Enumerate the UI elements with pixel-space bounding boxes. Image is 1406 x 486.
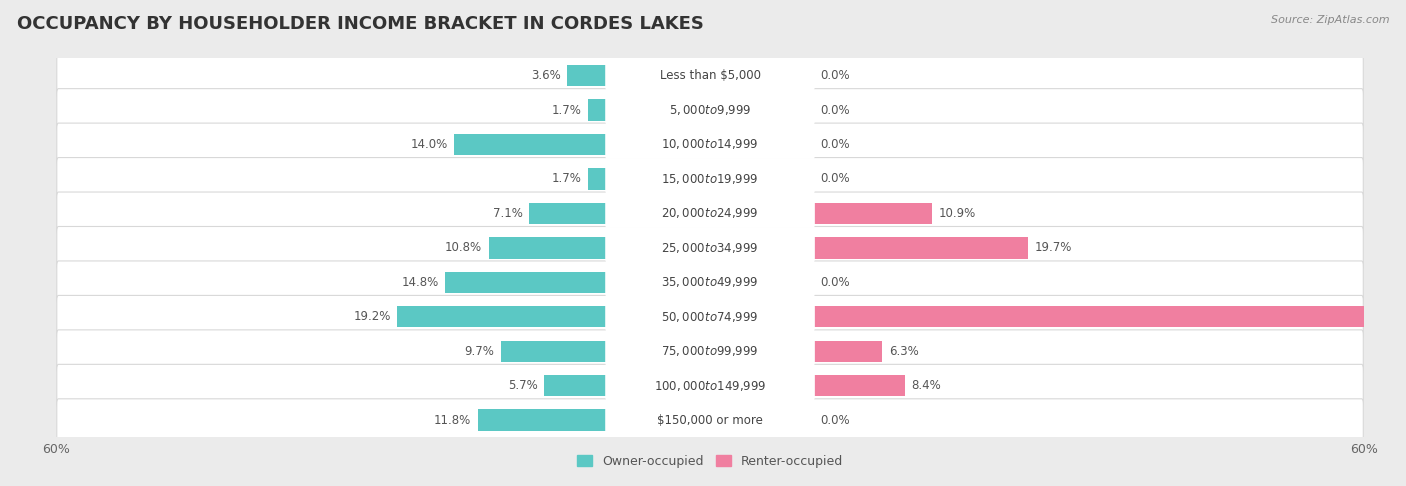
Text: $75,000 to $99,999: $75,000 to $99,999 [661, 344, 759, 358]
Text: Less than $5,000: Less than $5,000 [659, 69, 761, 82]
Text: Source: ZipAtlas.com: Source: ZipAtlas.com [1271, 15, 1389, 25]
Text: 1.7%: 1.7% [551, 173, 582, 186]
Text: 3.6%: 3.6% [531, 69, 561, 82]
Text: 19.2%: 19.2% [353, 310, 391, 323]
FancyBboxPatch shape [605, 233, 815, 262]
Text: 14.0%: 14.0% [411, 138, 447, 151]
Bar [529, 203, 606, 224]
Text: 11.8%: 11.8% [434, 414, 471, 427]
FancyBboxPatch shape [605, 406, 815, 434]
Text: 0.0%: 0.0% [820, 69, 849, 82]
Text: OCCUPANCY BY HOUSEHOLDER INCOME BRACKET IN CORDES LAKES: OCCUPANCY BY HOUSEHOLDER INCOME BRACKET … [17, 15, 704, 33]
Bar [814, 341, 882, 362]
Text: $25,000 to $34,999: $25,000 to $34,999 [661, 241, 759, 255]
Text: $100,000 to $149,999: $100,000 to $149,999 [654, 379, 766, 393]
FancyBboxPatch shape [56, 54, 1364, 97]
FancyBboxPatch shape [56, 192, 1364, 235]
FancyBboxPatch shape [56, 261, 1364, 304]
Bar [814, 375, 905, 397]
Text: 0.0%: 0.0% [820, 104, 849, 117]
Text: 0.0%: 0.0% [820, 173, 849, 186]
Text: 9.7%: 9.7% [464, 345, 495, 358]
FancyBboxPatch shape [605, 337, 815, 366]
FancyBboxPatch shape [605, 199, 815, 228]
FancyBboxPatch shape [605, 61, 815, 90]
Text: 19.7%: 19.7% [1035, 242, 1073, 254]
Text: 0.0%: 0.0% [820, 276, 849, 289]
FancyBboxPatch shape [56, 364, 1364, 407]
Bar [567, 65, 606, 86]
Bar [398, 306, 606, 328]
Text: 5.7%: 5.7% [508, 379, 538, 392]
Bar [588, 99, 606, 121]
FancyBboxPatch shape [56, 226, 1364, 269]
FancyBboxPatch shape [605, 371, 815, 400]
FancyBboxPatch shape [605, 164, 815, 193]
Bar [814, 203, 932, 224]
Text: 10.9%: 10.9% [939, 207, 976, 220]
Bar [489, 237, 606, 259]
Bar [814, 237, 1028, 259]
Text: 0.0%: 0.0% [820, 138, 849, 151]
Legend: Owner-occupied, Renter-occupied: Owner-occupied, Renter-occupied [572, 450, 848, 473]
Bar [814, 306, 1406, 328]
Bar [454, 134, 606, 155]
Text: $10,000 to $14,999: $10,000 to $14,999 [661, 138, 759, 152]
Text: $35,000 to $49,999: $35,000 to $49,999 [661, 276, 759, 289]
FancyBboxPatch shape [56, 123, 1364, 166]
Text: 7.1%: 7.1% [492, 207, 523, 220]
Text: $50,000 to $74,999: $50,000 to $74,999 [661, 310, 759, 324]
Text: 6.3%: 6.3% [889, 345, 918, 358]
Text: 10.8%: 10.8% [446, 242, 482, 254]
Text: $5,000 to $9,999: $5,000 to $9,999 [669, 103, 751, 117]
FancyBboxPatch shape [56, 399, 1364, 442]
Text: 8.4%: 8.4% [911, 379, 942, 392]
FancyBboxPatch shape [605, 302, 815, 331]
Bar [501, 341, 606, 362]
Bar [544, 375, 606, 397]
Bar [446, 272, 606, 293]
FancyBboxPatch shape [605, 130, 815, 159]
FancyBboxPatch shape [56, 157, 1364, 200]
Bar [588, 168, 606, 190]
FancyBboxPatch shape [605, 96, 815, 124]
Text: 1.7%: 1.7% [551, 104, 582, 117]
FancyBboxPatch shape [605, 268, 815, 297]
FancyBboxPatch shape [56, 295, 1364, 338]
Text: $15,000 to $19,999: $15,000 to $19,999 [661, 172, 759, 186]
Bar [478, 410, 606, 431]
Text: $150,000 or more: $150,000 or more [657, 414, 763, 427]
Text: 14.8%: 14.8% [402, 276, 439, 289]
FancyBboxPatch shape [56, 330, 1364, 373]
FancyBboxPatch shape [56, 88, 1364, 131]
Text: $20,000 to $24,999: $20,000 to $24,999 [661, 207, 759, 220]
Text: 0.0%: 0.0% [820, 414, 849, 427]
